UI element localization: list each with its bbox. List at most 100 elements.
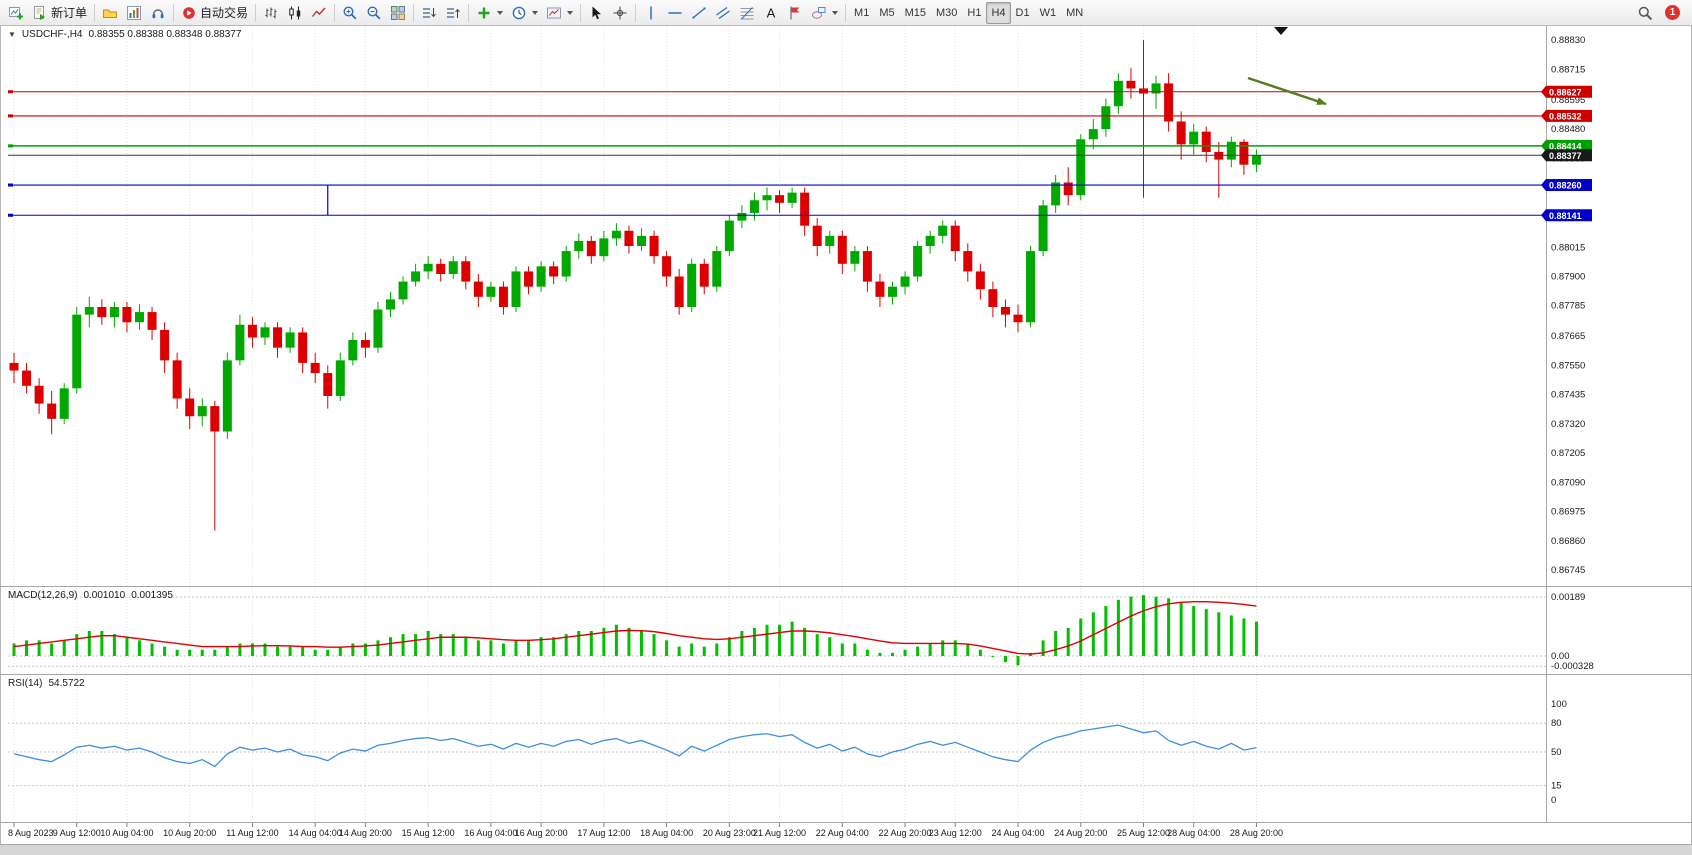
tf-h1-button[interactable]: H1 xyxy=(962,2,986,24)
macd-signal-line xyxy=(13,600,1257,655)
svg-text:50: 50 xyxy=(1551,747,1562,758)
tf-w1-button[interactable]: W1 xyxy=(1035,2,1062,24)
indicators-button[interactable] xyxy=(472,2,507,24)
svg-text:8 Aug 2023: 8 Aug 2023 xyxy=(8,828,54,838)
macd-scale[interactable]: 0.00189 0.00-0.000328 xyxy=(8,592,1594,672)
line-icon xyxy=(311,5,327,21)
tf-h1-button-label: H1 xyxy=(967,6,982,19)
templates-button[interactable] xyxy=(542,2,577,24)
svg-text:28 Aug 20:00: 28 Aug 20:00 xyxy=(1230,828,1283,838)
notification-badge[interactable]: 1 xyxy=(1665,5,1680,20)
svg-text:0.87665: 0.87665 xyxy=(1551,331,1585,342)
svg-text:0.86745: 0.86745 xyxy=(1551,565,1585,576)
candles xyxy=(9,40,1261,531)
tf-mn-button[interactable]: MN xyxy=(1061,2,1088,24)
clock-icon xyxy=(511,5,527,21)
tile-windows-button[interactable] xyxy=(386,2,410,24)
svg-text:11 Aug 12:00: 11 Aug 12:00 xyxy=(226,828,278,838)
cascade-windows-button[interactable] xyxy=(441,2,465,24)
text-button[interactable]: A xyxy=(759,2,783,24)
collapse-icon[interactable]: ▼ xyxy=(8,30,16,39)
label-button[interactable] xyxy=(783,2,807,24)
toolbar-separator xyxy=(173,3,175,22)
svg-text:0.86860: 0.86860 xyxy=(1551,536,1585,547)
svg-text:17 Aug 12:00: 17 Aug 12:00 xyxy=(577,828,630,838)
market-watch-button[interactable] xyxy=(122,2,146,24)
svg-text:0.88377: 0.88377 xyxy=(1549,151,1582,161)
vertical-line-button[interactable] xyxy=(639,2,663,24)
time-scale[interactable]: 8 Aug 2023 9 Aug 12:00 10 Aug 04:00 10 Aug … xyxy=(8,823,1283,838)
dropdown-arrow-icon[interactable] xyxy=(832,10,839,15)
tf-m15-button[interactable]: M15 xyxy=(900,2,931,24)
tf-m1-button[interactable]: M1 xyxy=(849,2,874,24)
svg-text:0: 0 xyxy=(1551,795,1556,806)
svg-text:0.88260: 0.88260 xyxy=(1549,181,1582,191)
indicator-add-icon xyxy=(476,5,492,21)
new-chart-button[interactable] xyxy=(4,2,28,24)
svg-text:22 Aug 20:00: 22 Aug 20:00 xyxy=(879,828,932,838)
cursor-button[interactable] xyxy=(584,2,608,24)
svg-text:9 Aug 12:00: 9 Aug 12:00 xyxy=(53,828,101,838)
toolbar-separator xyxy=(413,3,415,22)
dropdown-arrow-icon[interactable] xyxy=(497,10,504,15)
search-button[interactable] xyxy=(1633,2,1657,24)
toolbar-separator xyxy=(334,3,336,22)
tf-m1-button-label: M1 xyxy=(854,6,870,19)
horizontal-line-button[interactable] xyxy=(663,2,687,24)
svg-text:0.00: 0.00 xyxy=(1551,651,1570,662)
support-button[interactable] xyxy=(146,2,170,24)
rsi-scale[interactable]: 100 80 50 15 0 xyxy=(8,699,1567,806)
bars-icon xyxy=(263,5,279,21)
tf-m15-button-label: M15 xyxy=(904,6,926,19)
candles-icon xyxy=(287,5,303,21)
tf-m5-button[interactable]: M5 xyxy=(874,2,899,24)
dropdown-arrow-icon[interactable] xyxy=(567,10,574,15)
svg-text:0.87785: 0.87785 xyxy=(1551,301,1585,312)
toolbar-separator xyxy=(845,3,847,22)
channel-icon xyxy=(715,5,731,21)
crosshair-button[interactable] xyxy=(608,2,632,24)
svg-text:0.88015: 0.88015 xyxy=(1551,242,1585,253)
bottom-strip xyxy=(0,844,1692,855)
shapes-button[interactable] xyxy=(807,2,842,24)
svg-text:0.88532: 0.88532 xyxy=(1549,111,1582,121)
flag-icon xyxy=(787,5,803,21)
bar-chart-button[interactable] xyxy=(259,2,283,24)
autotrading-button[interactable]: 自动交易 xyxy=(177,2,252,24)
tf-h4-button[interactable]: H4 xyxy=(986,1,1011,24)
svg-text:0.87320: 0.87320 xyxy=(1551,419,1585,430)
svg-text:14 Aug 20:00: 14 Aug 20:00 xyxy=(339,828,392,838)
channel-button[interactable] xyxy=(711,2,735,24)
tf-m30-button[interactable]: M30 xyxy=(931,2,962,24)
tf-d1-button[interactable]: D1 xyxy=(1011,2,1035,24)
fibonacci-button[interactable] xyxy=(735,2,759,24)
line-chart-button[interactable] xyxy=(307,2,331,24)
periods-button[interactable] xyxy=(507,2,542,24)
trendline-button[interactable] xyxy=(687,2,711,24)
svg-text:0.00189: 0.00189 xyxy=(1551,592,1585,603)
zoom-out-icon xyxy=(366,5,382,21)
arrange-down-icon xyxy=(421,5,437,21)
price-tags: 0.88627 0.88532 0.88414 0.88260 0.88141 0.883… xyxy=(1541,85,1592,222)
profiles-button[interactable] xyxy=(98,2,122,24)
market-watch-icon xyxy=(126,5,142,21)
svg-text:25 Aug 12:00: 25 Aug 12:00 xyxy=(1117,828,1170,838)
svg-text:0.86975: 0.86975 xyxy=(1551,507,1585,518)
arrange-windows-button[interactable] xyxy=(417,2,441,24)
autotrading-icon xyxy=(181,5,197,21)
zoom-in-button[interactable] xyxy=(338,2,362,24)
toolbar-separator xyxy=(94,3,96,22)
dropdown-arrow-icon[interactable] xyxy=(532,10,539,15)
new-chart-icon xyxy=(8,5,24,21)
svg-text:80: 80 xyxy=(1551,718,1562,729)
svg-text:0.87435: 0.87435 xyxy=(1551,390,1585,401)
svg-text:0.88480: 0.88480 xyxy=(1551,124,1585,135)
tf-d1-button-label: D1 xyxy=(1015,6,1030,19)
new-order-button[interactable]: 新订单 xyxy=(28,2,91,24)
svg-text:0.88830: 0.88830 xyxy=(1551,35,1585,46)
candlestick-chart-button[interactable] xyxy=(283,2,307,24)
zoom-out-button[interactable] xyxy=(362,2,386,24)
hline-icon xyxy=(667,5,683,21)
svg-text:0.88595: 0.88595 xyxy=(1551,95,1585,106)
